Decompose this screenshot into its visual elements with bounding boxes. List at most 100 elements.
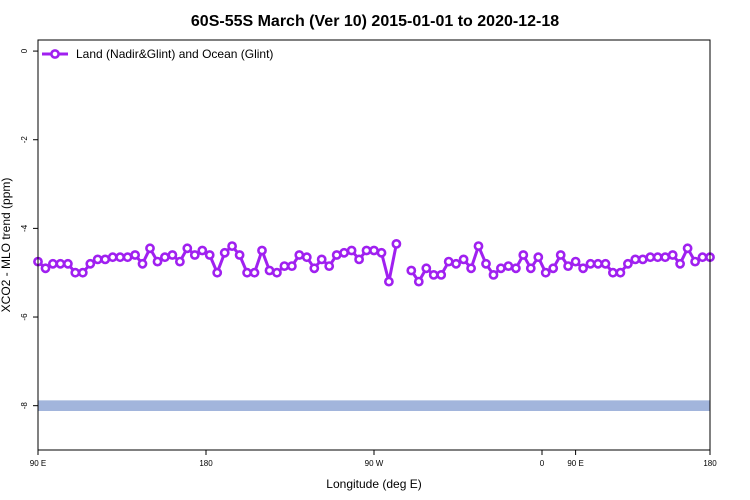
- data-point: [667, 250, 678, 260]
- data-point: [279, 261, 290, 271]
- data-point: [152, 256, 163, 267]
- band-layer: [38, 400, 710, 411]
- data-point: [466, 263, 476, 274]
- data-point: [115, 252, 125, 263]
- data-point: [690, 256, 700, 267]
- data-point: [413, 276, 424, 287]
- data-point: [189, 250, 200, 260]
- data-point: [100, 254, 111, 265]
- x-tick-label: 90 W: [365, 459, 384, 468]
- data-point: [406, 265, 417, 276]
- data-point: [495, 263, 506, 274]
- x-tick-label: 180: [199, 459, 213, 468]
- y-tick-label: -8: [20, 402, 29, 410]
- data-point: [511, 263, 521, 274]
- data-point: [376, 247, 387, 258]
- x-tick-label: 90 E: [567, 459, 583, 468]
- x-tick-label: 90 E: [30, 459, 46, 468]
- data-point: [354, 254, 364, 265]
- x-axis-label: Longitude (deg E): [326, 477, 421, 491]
- x-tick-label: 0: [540, 459, 545, 468]
- legend: Land (Nadir&Glint) and Ocean (Glint): [42, 47, 273, 61]
- data-point: [436, 269, 447, 280]
- plot-frame: [37, 39, 711, 451]
- data-point: [361, 245, 372, 256]
- data-point: [369, 245, 379, 256]
- data-point: [518, 250, 529, 260]
- data-point: [204, 250, 215, 260]
- data-point: [630, 254, 641, 265]
- chart-title: 60S-55S March (Ver 10) 2015-01-01 to 202…: [191, 13, 559, 30]
- y-tick-label: -6: [20, 313, 29, 321]
- legend-entry: Land (Nadir&Glint) and Ocean (Glint): [76, 47, 273, 61]
- x-tick-label: 180: [703, 459, 717, 468]
- data-point: [675, 258, 685, 269]
- data-point: [219, 247, 230, 258]
- data-point: [578, 263, 588, 274]
- reference-band: [38, 400, 710, 411]
- data-point: [555, 250, 566, 260]
- data-point: [608, 267, 618, 278]
- data-point: [182, 243, 193, 254]
- data-point: [570, 256, 581, 267]
- y-tick-label: -4: [20, 224, 29, 232]
- data-point: [383, 276, 394, 287]
- data-point: [451, 258, 461, 269]
- data-point: [593, 258, 603, 269]
- data-point: [301, 252, 312, 263]
- data-point: [660, 252, 671, 263]
- data-point: [70, 267, 81, 278]
- data-point: [122, 252, 133, 263]
- data-point: [271, 267, 282, 278]
- data-point: [458, 254, 469, 265]
- data-point: [488, 269, 499, 280]
- data-point: [92, 254, 103, 265]
- data-point: [623, 258, 633, 269]
- data-point: [428, 269, 439, 280]
- data-point: [652, 252, 663, 263]
- data-point: [637, 254, 648, 265]
- y-axis-label: XCO2 - MLO trend (ppm): [0, 178, 13, 313]
- data-point: [234, 250, 245, 260]
- y-axis: 0 -2 -4 -6 -8: [20, 48, 38, 409]
- data-point: [167, 250, 178, 260]
- data-point: [346, 245, 357, 256]
- data-point: [600, 258, 611, 269]
- data-point: [227, 241, 237, 251]
- data-point: [421, 263, 432, 274]
- data-point: [294, 250, 305, 260]
- data-point: [85, 258, 96, 269]
- data-point: [563, 261, 573, 271]
- data-point: [48, 258, 58, 269]
- data-point: [249, 267, 260, 278]
- data-point: [130, 250, 140, 260]
- data-point: [540, 267, 551, 278]
- data-point: [481, 258, 491, 269]
- y-tick-label: 0: [20, 48, 29, 53]
- data-point: [324, 261, 335, 271]
- data-point: [174, 256, 185, 267]
- y-tick-label: -2: [20, 136, 29, 144]
- data-point: [548, 263, 559, 274]
- x-axis: 90 E 180 90 W 0 90 E 180: [30, 450, 717, 468]
- data-point: [55, 258, 66, 269]
- data-point: [525, 263, 536, 274]
- data-point: [339, 247, 349, 258]
- data-point: [197, 245, 208, 256]
- data-point: [286, 261, 297, 271]
- data-point: [473, 241, 484, 251]
- data-point: [212, 267, 223, 278]
- data-point: [63, 258, 73, 269]
- data-point: [40, 263, 51, 274]
- data-point: [145, 243, 155, 254]
- series-layer: [33, 238, 715, 287]
- data-point: [77, 267, 88, 278]
- data-point: [137, 258, 148, 269]
- data-point: [316, 254, 327, 265]
- data-point: [391, 238, 402, 249]
- data-point: [533, 252, 544, 263]
- data-point: [159, 252, 170, 263]
- data-point: [682, 243, 693, 254]
- data-point: [585, 258, 596, 269]
